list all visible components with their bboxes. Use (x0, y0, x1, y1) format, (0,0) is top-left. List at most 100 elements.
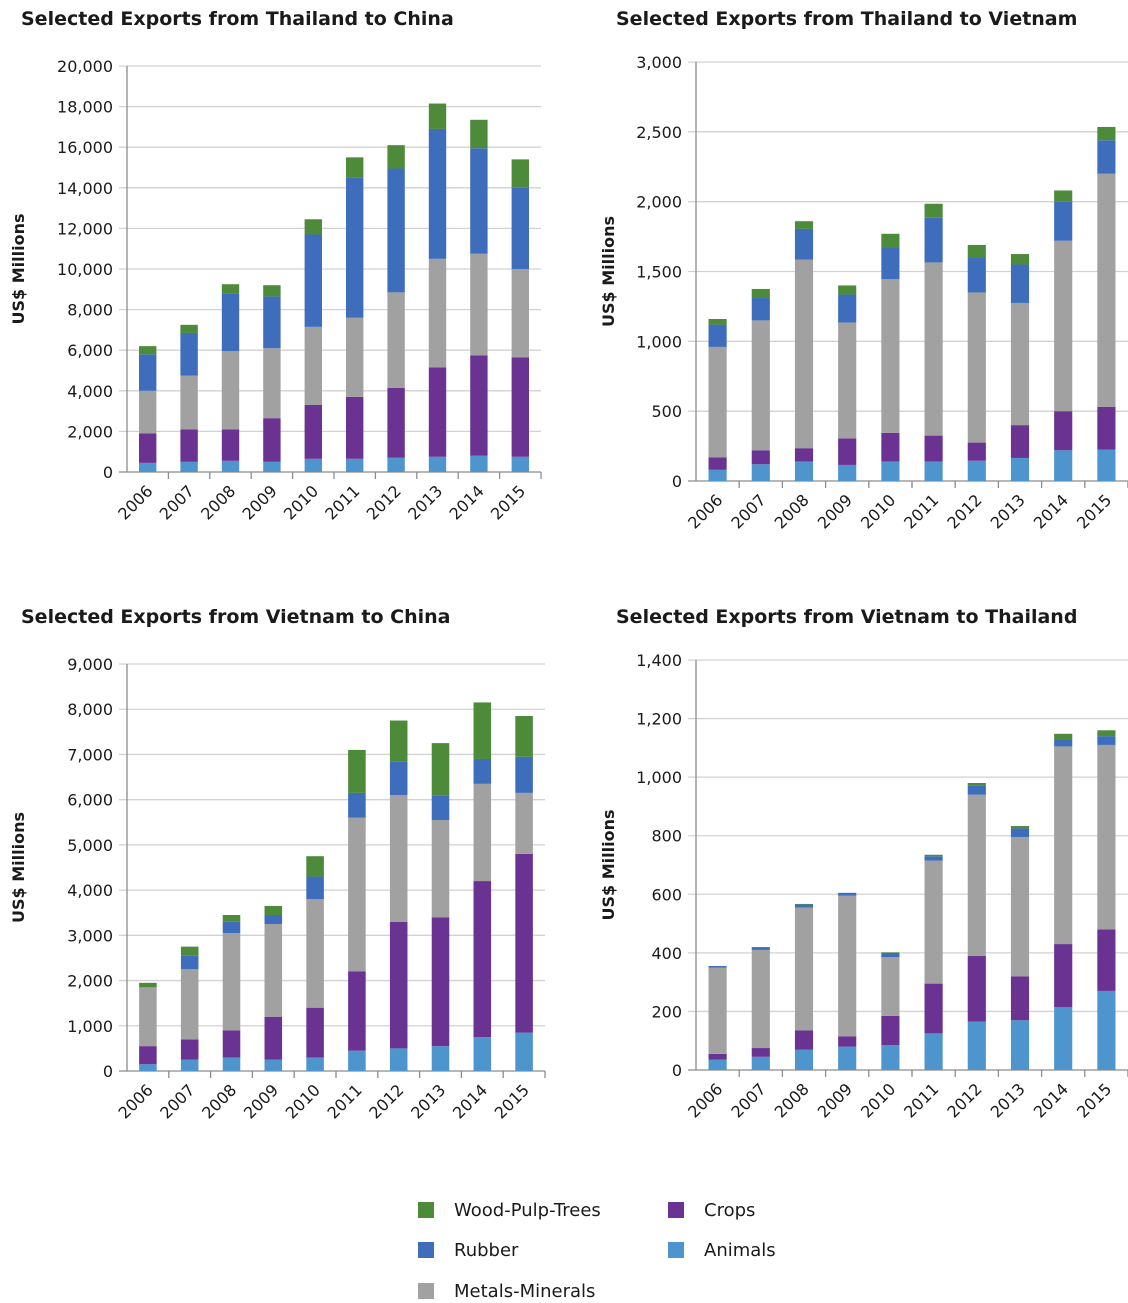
bar-crops-2006 (139, 433, 157, 463)
x-tick-label: 2006 (684, 490, 726, 532)
bar-animals-2008 (222, 1057, 241, 1071)
bar-metals-minerals-2015 (1097, 173, 1116, 407)
bar-crops-2010 (306, 1007, 324, 1058)
bar-rubber-2011 (924, 217, 943, 263)
chart-title-vietnam-thailand: Selected Exports from Vietnam to Thailan… (616, 606, 1078, 628)
bar-metals-minerals-2009 (838, 895, 857, 1037)
x-tick-label: 2013 (987, 1079, 1029, 1121)
y-tick-label: 5,000 (67, 836, 113, 855)
bar-rubber-2008 (794, 228, 814, 260)
bar-rubber-2007 (751, 947, 770, 950)
bar-metals-minerals-2012 (967, 292, 986, 443)
y-tick-label: 8,000 (67, 700, 113, 719)
bar-rubber-2010 (306, 876, 324, 900)
bar-animals-2015 (515, 1032, 533, 1071)
bar-metals-minerals-2015 (515, 792, 533, 854)
x-tick-label: 2013 (987, 490, 1029, 532)
x-tick-label: 2007 (156, 481, 198, 523)
bar-wood-pulp-trees-2010 (304, 219, 322, 235)
x-tick-label: 2010 (857, 490, 899, 532)
legend-label: Wood-Pulp-Trees (454, 1199, 601, 1221)
bar-rubber-2011 (924, 856, 943, 861)
bar-rubber-2010 (881, 247, 900, 280)
x-tick-label: 2014 (1030, 490, 1072, 532)
bar-animals-2007 (751, 464, 770, 481)
y-tick-label: 4,000 (67, 881, 113, 900)
bar-metals-minerals-2008 (221, 351, 240, 430)
chart-legend: Wood-Pulp-Trees Crops Rubber Animals Met… (418, 1196, 838, 1302)
x-tick-label: 2007 (727, 1079, 769, 1121)
x-tick-label: 2011 (900, 490, 942, 532)
bar-animals-2008 (794, 1049, 814, 1070)
bar-crops-2008 (794, 1030, 814, 1050)
legend-label: Metals-Minerals (454, 1280, 596, 1302)
bar-metals-minerals-2009 (838, 322, 857, 439)
bar-wood-pulp-trees-2012 (967, 244, 986, 258)
bar-animals-2008 (221, 460, 240, 472)
bar-animals-2013 (1010, 457, 1030, 481)
bar-crops-2012 (967, 955, 986, 1022)
x-tick-label: 2015 (1073, 1079, 1115, 1121)
bar-wood-pulp-trees-2011 (346, 157, 364, 178)
bar-crops-2011 (924, 983, 943, 1034)
y-tick-label: 500 (651, 402, 682, 421)
y-tick-label: 0 (103, 1062, 113, 1081)
y-tick-label: 1,000 (636, 768, 682, 787)
bar-crops-2010 (304, 405, 322, 459)
y-tick-label: 14,000 (57, 179, 113, 198)
bar-animals-2011 (348, 1050, 366, 1071)
bar-rubber-2008 (794, 904, 814, 908)
bar-crops-2006 (708, 1053, 727, 1060)
bar-metals-minerals-2006 (139, 987, 157, 1047)
bar-crops-2006 (708, 457, 727, 470)
legend-swatch-crops (668, 1202, 684, 1218)
bar-wood-pulp-trees-2006 (139, 346, 157, 355)
bar-wood-pulp-trees-2013 (428, 103, 447, 129)
bar-metals-minerals-2007 (751, 320, 770, 451)
legend-item-rubber: Rubber (418, 1238, 518, 1262)
bar-animals-2008 (794, 461, 814, 481)
y-tick-label: 7,000 (67, 745, 113, 764)
bar-wood-pulp-trees-2008 (221, 284, 240, 294)
bar-crops-2014 (1054, 944, 1073, 1008)
x-tick-label: 2012 (943, 1079, 985, 1121)
bar-rubber-2014 (1054, 201, 1073, 241)
bar-crops-2008 (794, 448, 814, 462)
x-tick-label: 2013 (407, 1080, 449, 1122)
bar-rubber-2007 (180, 332, 198, 376)
bar-crops-2011 (346, 396, 364, 459)
bar-crops-2006 (139, 1046, 157, 1065)
bar-crops-2010 (881, 432, 900, 462)
bar-metals-minerals-2011 (924, 860, 943, 984)
bar-metals-minerals-2010 (881, 279, 900, 433)
x-tick-label: 2015 (487, 481, 529, 523)
x-tick-label: 2007 (727, 490, 769, 532)
x-tick-label: 2011 (321, 481, 363, 523)
bar-animals-2013 (1010, 1020, 1030, 1070)
bar-wood-pulp-trees-2015 (1097, 730, 1116, 737)
chart-thailand-to-china: 0 2,000 4,000 6,000 8,000 10,000 12,000 14,000 1… (9, 57, 542, 524)
bar-rubber-2015 (511, 187, 529, 269)
y-tick-label: 16,000 (57, 138, 113, 157)
x-tick-label: 2008 (198, 1080, 240, 1122)
chart-title-vietnam-china: Selected Exports from Vietnam to China (21, 606, 451, 628)
bar-crops-2007 (751, 450, 770, 465)
chart-vietnam-to-china: 0 1,000 2,000 3,000 4,000 5,000 6,000 7,000 8,00… (9, 655, 546, 1123)
y-tick-label: 3,000 (67, 926, 113, 945)
y-tick-label: 6,000 (67, 341, 113, 360)
bar-rubber-2013 (431, 795, 450, 821)
bar-animals-2009 (838, 464, 857, 481)
y-tick-label: 800 (651, 827, 682, 846)
y-tick-label: 2,000 (67, 972, 113, 991)
bar-metals-minerals-2013 (428, 258, 447, 368)
bar-animals-2012 (387, 457, 405, 472)
bar-rubber-2008 (222, 921, 241, 934)
y-tick-label: 0 (672, 1061, 682, 1080)
x-tick-label: 2009 (239, 481, 281, 523)
chart-vietnam-to-thailand: 0 200 400 600 800 1,000 1,200 1,400 2006 2007 2008… (599, 651, 1128, 1122)
bar-rubber-2013 (1010, 264, 1030, 303)
x-tick-label: 2010 (280, 481, 322, 523)
bar-metals-minerals-2007 (180, 375, 198, 430)
bar-rubber-2014 (473, 758, 492, 784)
bar-crops-2012 (967, 442, 986, 461)
